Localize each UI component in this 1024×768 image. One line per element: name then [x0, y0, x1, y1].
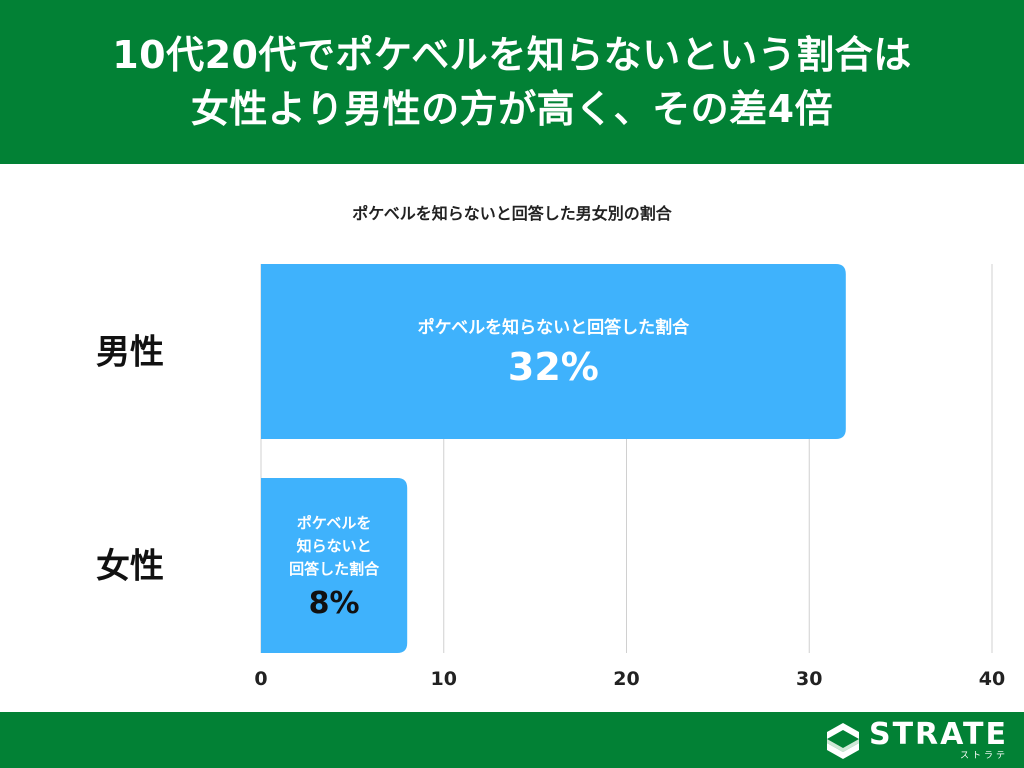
category-label-0: 男性: [96, 333, 164, 373]
chart-title: ポケベルを知らないと回答した男女別の割合: [352, 204, 672, 223]
x-tick-label-40: 40: [979, 668, 1005, 690]
x-tick-label-10: 10: [431, 668, 457, 690]
bar-label-text-1-0: ポケベルを: [297, 514, 372, 532]
x-tick-label-20: 20: [613, 668, 639, 690]
bar-label-text-0-0: ポケベルを知らないと回答した割合: [418, 317, 690, 338]
strate-logo-icon: [826, 722, 859, 759]
bar-male: [261, 264, 846, 439]
x-tick-label-0: 0: [254, 668, 267, 690]
footer-bar: STRATE ストラテ: [0, 712, 1024, 768]
bar-chart: 0 10 20 30 40男性ポケベルを知らないと回答した割合32%女性ポケベルを知らな…: [96, 264, 1005, 690]
bar-label-text-1-1: 知らないと: [297, 537, 372, 555]
x-tick-label-30: 30: [796, 668, 822, 690]
header-banner: 10代20代でポケベルを知らないという割合は 女性より男性の方が高く、その差4倍: [0, 0, 1024, 164]
bar-value-label-1: 8%: [309, 586, 360, 621]
headline-line-2: 女性より男性の方が高く、その差4倍: [190, 87, 834, 131]
headline-line-1: 10代20代でポケベルを知らないという割合は: [112, 33, 912, 77]
bar-value-label-0: 32%: [508, 345, 599, 389]
brand-name-kana: ストラテ: [959, 751, 1008, 761]
bar-label-text-1-2: 回答した割合: [289, 560, 380, 578]
brand-name: STRATE: [868, 717, 1008, 752]
bar-female: [261, 478, 408, 653]
category-label-1: 女性: [96, 547, 164, 587]
strate-logo: STRATE ストラテ: [825, 720, 1008, 761]
